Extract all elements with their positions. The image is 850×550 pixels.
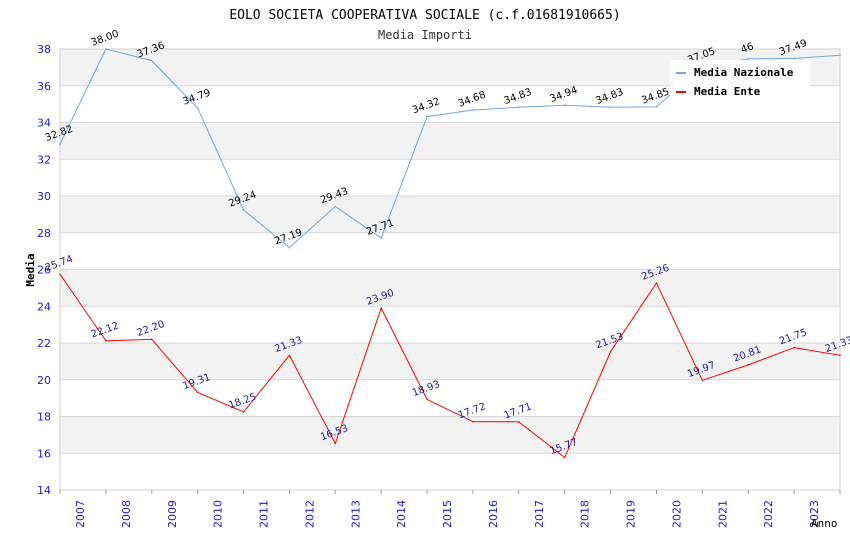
x-tick-label: 2022 [762, 500, 775, 528]
data-point [655, 106, 658, 108]
y-tick-label: 20 [37, 374, 51, 387]
data-point [196, 107, 199, 109]
data-label: 34.79 [181, 88, 212, 108]
y-tick-label: 18 [37, 411, 51, 424]
data-point [288, 246, 291, 249]
data-point [105, 339, 107, 342]
legend-box [670, 60, 810, 102]
data-point [150, 338, 153, 341]
y-tick-label: 14 [37, 484, 51, 497]
data-point [380, 237, 382, 239]
data-point [59, 273, 61, 276]
data-point [839, 54, 841, 57]
x-tick-label: 2010 [212, 500, 225, 528]
x-tick-label: 2020 [670, 500, 683, 528]
x-axis-label: Anno [811, 517, 838, 530]
data-point [426, 115, 428, 118]
x-tick-label: 2017 [533, 500, 546, 528]
band [60, 196, 840, 233]
data-point [380, 307, 382, 309]
data-point [518, 421, 520, 423]
data-point [839, 354, 841, 357]
y-tick-label: 38 [37, 43, 51, 56]
legend-label-ente: Media Ente [694, 85, 761, 98]
data-label: 34.83 [594, 87, 625, 107]
data-label: 18.25 [227, 391, 258, 411]
x-tick-label: 2015 [441, 500, 454, 528]
data-point [793, 346, 795, 349]
y-tick-label: 30 [37, 190, 51, 203]
x-tick-label: 2019 [625, 500, 638, 528]
x-tick-label: 2023 [808, 500, 821, 528]
data-label: 34.32 [411, 96, 442, 116]
data-point [334, 442, 337, 445]
data-point [518, 106, 520, 109]
data-point [105, 48, 107, 50]
data-point [150, 59, 153, 62]
x-tick-label: 2013 [349, 500, 362, 528]
x-tick-label: 2009 [166, 500, 179, 528]
x-tick-label: 2014 [395, 500, 408, 528]
band [60, 416, 840, 454]
legend-label-nazionale: Media Nazionale [694, 66, 794, 79]
band [60, 343, 840, 380]
data-label: 22.20 [136, 319, 167, 339]
chart-subtitle: Media Importi [378, 28, 472, 42]
data-point [242, 209, 245, 211]
data-point [609, 106, 612, 109]
data-point [609, 350, 612, 353]
series-line-ente [59, 273, 841, 459]
data-point [563, 456, 566, 459]
y-tick-label: 28 [37, 227, 51, 240]
data-point [747, 364, 750, 366]
chart-title: EOLO SOCIETA COOPERATIVA SOCIALE (c.f.01… [229, 8, 620, 23]
data-point [655, 282, 658, 284]
y-tick-label: 22 [37, 337, 51, 350]
gridlines [60, 48, 840, 491]
data-point [472, 109, 474, 111]
data-point [288, 354, 291, 357]
data-label: 34.83 [503, 87, 534, 107]
data-point [426, 398, 428, 401]
x-tick-label: 2021 [716, 500, 729, 528]
x-tick-label: 2008 [120, 500, 133, 528]
x-tick-label: 2011 [258, 500, 271, 528]
x-tick-label: 2018 [579, 500, 592, 528]
x-axis-ticks: 2007 2008 2009 2010 2011 2012 2013 2014 2015 2016… [59, 490, 841, 528]
y-tick-label: 16 [37, 447, 51, 460]
y-tick-label: 26 [37, 264, 51, 277]
band [60, 122, 840, 160]
data-point [472, 420, 474, 423]
data-label: 34.68 [457, 90, 488, 110]
data-point [242, 411, 245, 413]
series-lines [59, 48, 841, 459]
data-point [747, 58, 750, 60]
data-point [701, 379, 704, 382]
plot-area [59, 48, 841, 491]
y-tick-label: 34 [37, 117, 51, 130]
y-axis-ticks: 14 16 18 20 22 24 26 28 30 32 34 36 38 [37, 43, 51, 497]
background-bands [60, 49, 840, 454]
band [60, 269, 840, 307]
x-tick-label: 2007 [74, 500, 87, 528]
y-axis-label: Media [24, 253, 37, 286]
y-tick-label: 24 [37, 300, 51, 313]
x-tick-label: 2012 [303, 500, 316, 528]
data-point [59, 143, 61, 145]
data-point [334, 205, 337, 208]
data-point [196, 391, 199, 394]
data-label: 18.93 [411, 379, 442, 399]
data-label: 34.94 [549, 85, 580, 105]
legend: Media Nazionale Media Ente [670, 60, 810, 102]
data-point [563, 104, 566, 107]
data-label: 38.00 [90, 29, 121, 49]
data-point [793, 57, 795, 60]
x-tick-label: 2016 [487, 500, 500, 528]
y-tick-label: 32 [37, 153, 51, 166]
y-tick-label: 36 [37, 80, 51, 93]
data-label: 46 [740, 41, 756, 56]
data-label: 34.85 [640, 86, 671, 106]
